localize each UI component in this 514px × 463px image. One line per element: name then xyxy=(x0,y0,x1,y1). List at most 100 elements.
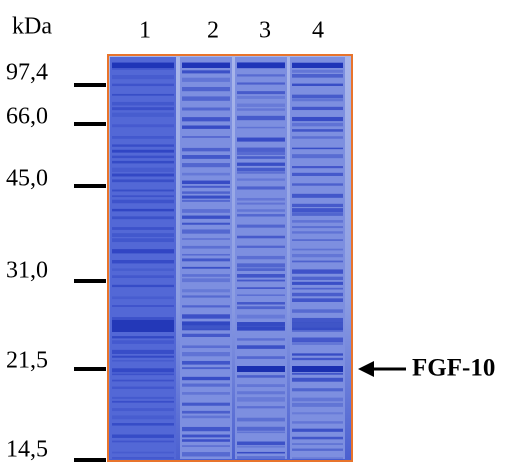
lane-label: 1 xyxy=(139,18,151,44)
band xyxy=(182,222,230,225)
band xyxy=(182,63,230,68)
band xyxy=(182,209,230,213)
band xyxy=(237,209,285,212)
band xyxy=(292,248,343,251)
band xyxy=(112,373,174,376)
band xyxy=(112,396,174,399)
lane xyxy=(180,57,232,459)
marker-label: 14,5 xyxy=(6,437,48,463)
lane xyxy=(290,57,345,459)
band xyxy=(182,155,230,159)
band xyxy=(237,167,285,172)
band xyxy=(292,317,343,323)
band xyxy=(292,74,343,78)
target-band xyxy=(237,366,285,372)
band xyxy=(292,260,343,263)
band xyxy=(237,397,285,402)
band xyxy=(112,227,174,230)
band xyxy=(182,125,230,129)
marker-label: 45,0 xyxy=(6,166,48,192)
band xyxy=(112,238,174,243)
band xyxy=(112,386,174,389)
band xyxy=(292,129,343,132)
band xyxy=(182,392,230,395)
band xyxy=(112,136,174,139)
band xyxy=(182,367,230,370)
band xyxy=(292,372,343,375)
band xyxy=(292,309,343,313)
band xyxy=(292,183,343,186)
band xyxy=(112,320,174,332)
band xyxy=(292,281,343,285)
band xyxy=(292,421,343,424)
band xyxy=(112,112,174,117)
band xyxy=(292,193,343,198)
band xyxy=(112,249,174,254)
band xyxy=(237,417,285,422)
band xyxy=(292,122,343,127)
band xyxy=(182,215,230,219)
band xyxy=(112,144,174,147)
band xyxy=(237,197,285,201)
band xyxy=(237,235,285,239)
band xyxy=(182,199,230,202)
arrow-head xyxy=(358,361,374,377)
band xyxy=(237,302,285,305)
band xyxy=(182,434,230,438)
band xyxy=(182,383,230,387)
band xyxy=(112,340,174,344)
band xyxy=(237,338,285,341)
band xyxy=(182,172,230,176)
band xyxy=(112,63,174,68)
band xyxy=(237,294,285,296)
band xyxy=(182,402,230,406)
band xyxy=(182,107,230,111)
band xyxy=(112,336,174,339)
band xyxy=(112,155,174,159)
band xyxy=(112,451,174,454)
band xyxy=(182,322,230,330)
band xyxy=(182,191,230,194)
band xyxy=(237,345,285,349)
band xyxy=(292,292,343,297)
band xyxy=(112,275,174,278)
band xyxy=(237,147,285,152)
band xyxy=(112,160,174,164)
band xyxy=(182,117,230,122)
band xyxy=(182,163,230,168)
band xyxy=(237,314,285,319)
band xyxy=(237,431,285,434)
band xyxy=(112,360,174,362)
band xyxy=(237,356,285,359)
band xyxy=(182,295,230,298)
band xyxy=(182,147,230,152)
band xyxy=(237,268,285,271)
band xyxy=(292,147,343,150)
band xyxy=(112,74,174,80)
band xyxy=(237,445,285,448)
band xyxy=(292,239,343,241)
band xyxy=(292,388,343,392)
band xyxy=(292,231,343,234)
band xyxy=(112,83,174,87)
band xyxy=(112,305,174,307)
band xyxy=(112,173,174,177)
band xyxy=(182,452,230,457)
band xyxy=(292,276,343,281)
band xyxy=(292,98,343,102)
lane-label: 2 xyxy=(207,18,219,44)
band xyxy=(292,412,343,415)
band xyxy=(292,428,343,432)
unit-label: kDa xyxy=(12,14,52,40)
marker-label: 97,4 xyxy=(6,60,48,86)
band xyxy=(292,63,343,68)
band xyxy=(292,269,343,274)
band xyxy=(237,186,285,190)
band xyxy=(237,82,285,85)
band xyxy=(237,456,285,460)
marker-label: 66,0 xyxy=(6,104,48,130)
band xyxy=(112,440,174,443)
band xyxy=(292,154,343,159)
band xyxy=(112,296,174,300)
band xyxy=(182,77,230,82)
